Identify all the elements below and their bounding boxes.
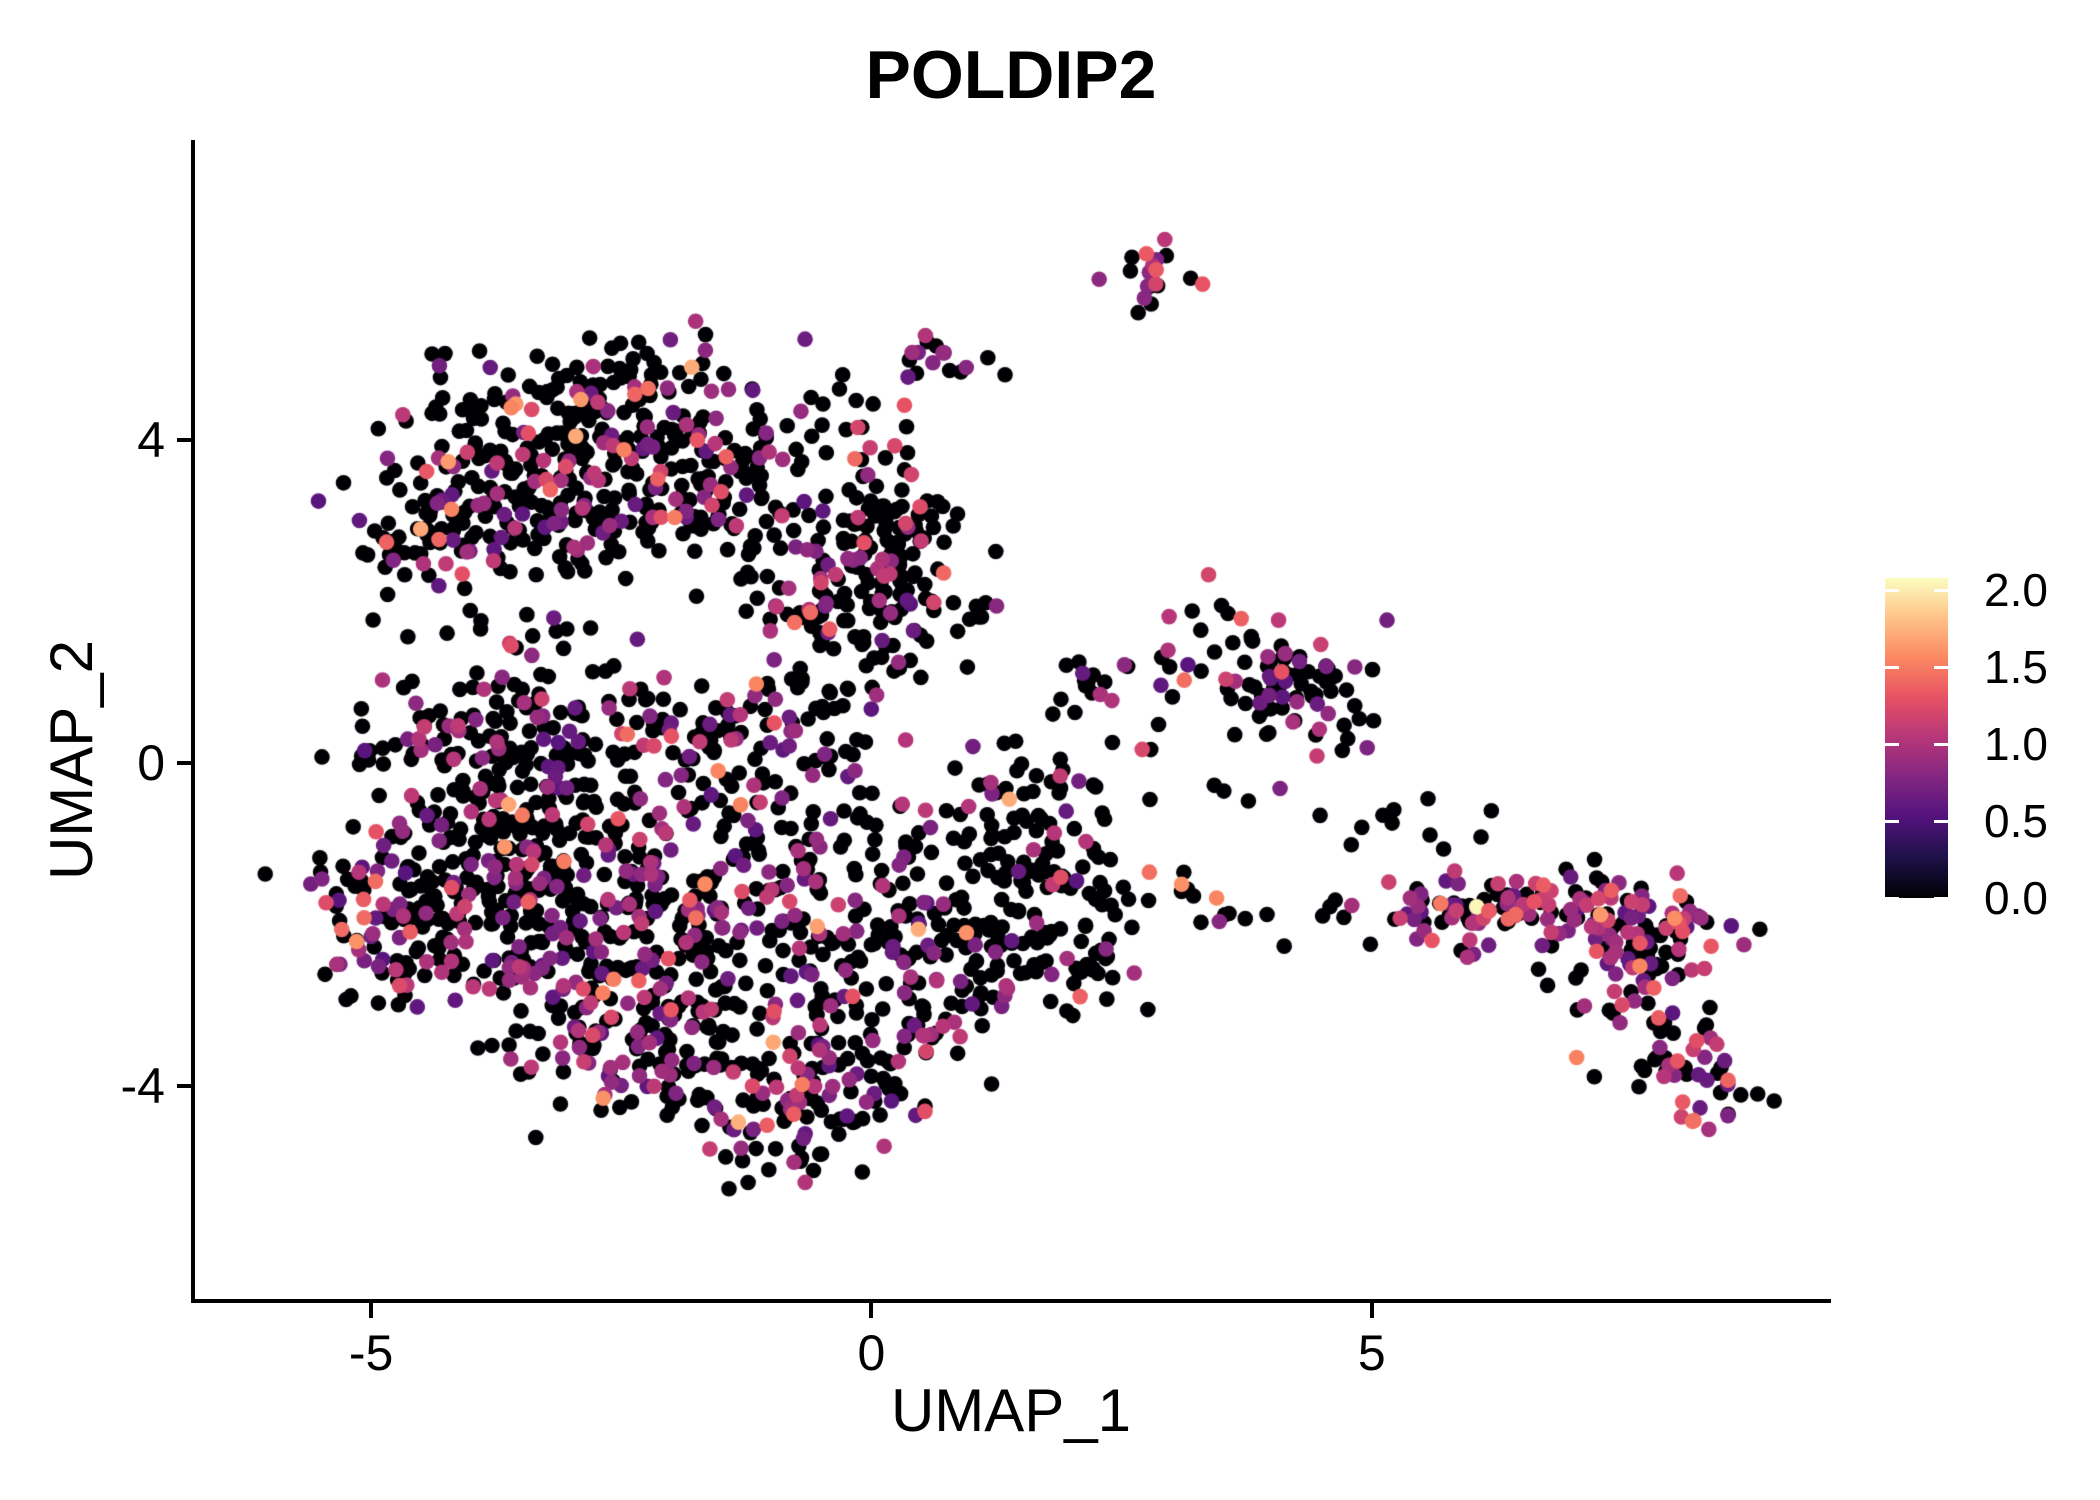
colorbar-gradient xyxy=(1885,578,1948,898)
colorbar-tick-mark xyxy=(1885,665,1899,669)
colorbar-tick-mark xyxy=(1885,588,1899,592)
colorbar-tick-label: 1.5 xyxy=(1984,641,2048,694)
y-axis-title: UMAP_2 xyxy=(38,639,105,881)
y-tick-mark xyxy=(177,761,192,766)
colorbar-tick-mark xyxy=(1934,819,1948,823)
y-axis-line xyxy=(191,140,195,1303)
colorbar-tick-mark xyxy=(1885,896,1899,900)
colorbar-tick-mark xyxy=(1885,819,1899,823)
colorbar-tick-label: 2.0 xyxy=(1984,564,2048,617)
x-tick-mark xyxy=(869,1303,874,1318)
colorbar-tick-mark xyxy=(1934,742,1948,746)
y-tick-label: 4 xyxy=(137,412,165,469)
colorbar-tick-label: 1.0 xyxy=(1984,718,2048,771)
colorbar-tick-mark xyxy=(1934,588,1948,592)
x-tick-mark xyxy=(369,1303,374,1318)
colorbar-tick-mark xyxy=(1934,896,1948,900)
x-tick-label: 0 xyxy=(857,1325,886,1381)
colorbar-tick-label: 0.5 xyxy=(1984,795,2048,848)
x-tick-mark xyxy=(1369,1303,1374,1318)
y-tick-mark xyxy=(177,438,192,443)
colorbar-tick-label: 0.0 xyxy=(1984,872,2048,924)
colorbar-tick-mark xyxy=(1934,665,1948,669)
x-tick-label: 5 xyxy=(1357,1325,1386,1381)
y-tick-mark xyxy=(177,1084,192,1089)
x-tick-label: -5 xyxy=(348,1325,394,1381)
colorbar-tick-mark xyxy=(1885,742,1899,746)
x-axis-title: UMAP_1 xyxy=(890,1377,1132,1444)
y-tick-label: -4 xyxy=(120,1058,165,1115)
plot-title: POLDIP2 xyxy=(865,37,1157,113)
x-axis-line xyxy=(191,1299,1831,1303)
y-tick-label: 0 xyxy=(137,735,165,792)
